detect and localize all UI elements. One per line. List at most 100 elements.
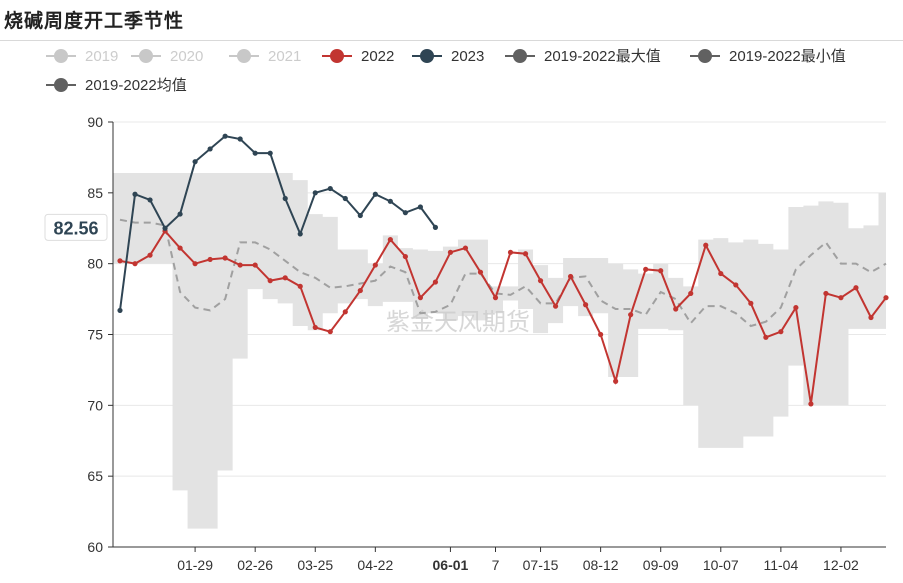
series-2022-point	[132, 261, 138, 267]
x-tick-label: 03-25	[297, 557, 333, 573]
series-2022-point	[733, 282, 739, 288]
series-2022-point	[357, 287, 363, 294]
legend-label: 2019-2022均值	[85, 77, 187, 94]
series-2022-point	[252, 262, 258, 268]
series-2023-point	[327, 185, 333, 192]
y-tick-label: 60	[87, 539, 103, 555]
series-2022-point	[192, 261, 198, 267]
series-2023-point	[237, 136, 243, 142]
legend: 2019 2020 2021 2022 2023 2019-2022最大值 2019-202…	[46, 48, 846, 94]
watermark: 紫金天风期货	[386, 308, 530, 336]
series-2022-point	[447, 249, 454, 255]
title-divider	[0, 40, 903, 41]
series-2022-point	[808, 401, 814, 407]
x-tick-label: 10-07	[703, 557, 739, 573]
y-pointer-box	[44, 213, 108, 241]
x-tick-label: 12-02	[823, 557, 859, 573]
legend-label: 2019	[85, 48, 118, 65]
series-2022-point	[643, 266, 649, 272]
y-tick-label: 70	[87, 397, 103, 413]
y-tick-label: 65	[87, 468, 103, 484]
series-2022-point	[297, 283, 303, 289]
series-2022-point	[658, 268, 664, 274]
series-2023-point	[342, 195, 348, 202]
y-pointer-value: 82.56	[53, 218, 98, 238]
axes: 01-29 02-26 03-25 04-22 06-01 7 07-15 08-12 09-0…	[112, 122, 886, 573]
series-2022-point	[673, 306, 679, 312]
series-2022-point	[462, 245, 469, 251]
series-2022-point	[237, 262, 243, 268]
series-2022-point	[628, 312, 634, 318]
series-2022-point	[552, 303, 559, 309]
series-2022-point	[372, 262, 378, 268]
legend-item-2021: 2021	[229, 48, 301, 65]
series-2022-point	[147, 252, 153, 258]
x-tick-label: 11-04	[763, 557, 798, 573]
y-tick-label: 90	[87, 114, 103, 130]
series-2023-point	[117, 307, 123, 314]
x-tick-label: 01-29	[177, 557, 213, 573]
y-tick-label: 75	[87, 327, 103, 343]
legend-item-2023: 2023	[412, 48, 484, 65]
x-tick-label: 06-01	[433, 557, 469, 573]
series-2022-point	[177, 245, 183, 251]
x-tick-label: 7	[492, 557, 500, 573]
series-2023-point	[297, 231, 303, 237]
series-2022-point	[583, 302, 589, 308]
series-2023-point	[147, 197, 153, 203]
y-axis-pointer: 82.56	[44, 213, 108, 241]
legend-label: 2020	[170, 48, 203, 65]
legend-item-2019-2022最大值: 2019-2022最大值	[505, 48, 661, 65]
legend-item-2019-2022最小值: 2019-2022最小值	[690, 48, 846, 65]
legend-marker	[330, 49, 344, 63]
series-2022-point	[853, 285, 859, 291]
legend-label: 2019-2022最小值	[729, 48, 846, 65]
series-2022-point	[312, 324, 318, 331]
series-2022-point	[507, 249, 514, 255]
y-tick-label: 80	[87, 256, 103, 272]
series-2022-line	[119, 229, 887, 405]
series-2022-point	[703, 242, 709, 248]
y-tick-label: 85	[87, 185, 103, 201]
legend-marker	[54, 78, 68, 92]
legend-item-2019-2022均值: 2019-2022均值	[46, 77, 187, 94]
series-2023-point	[387, 198, 393, 204]
series-2022-point	[342, 309, 348, 315]
legend-label: 2019-2022最大值	[544, 48, 661, 65]
max-min-band	[113, 173, 886, 529]
series-2022-point	[718, 270, 724, 277]
series-2022-point	[823, 290, 829, 297]
legend-marker	[420, 49, 434, 63]
x-tick-label: 09-09	[643, 557, 679, 573]
series-2022-point	[613, 378, 619, 384]
x-tick-label: 04-22	[357, 557, 393, 573]
series-2023-point	[207, 146, 213, 152]
series-2023-point	[252, 150, 258, 156]
series-2023-point	[372, 191, 378, 197]
series-2023-point	[357, 212, 363, 219]
x-tick-label: 02-26	[237, 557, 273, 573]
series-2022-point	[387, 236, 393, 243]
legend-label: 2022	[361, 48, 394, 65]
series-2022-point	[222, 255, 228, 261]
series-2022-point	[883, 295, 889, 301]
legend-label: 2023	[451, 48, 484, 65]
series-2023-point	[402, 210, 408, 216]
series-lines	[117, 133, 889, 407]
legend-marker	[698, 49, 712, 63]
legend-marker	[54, 49, 68, 63]
series-2022-point	[793, 304, 799, 311]
series-2023-point	[192, 159, 198, 165]
series-2022-point	[492, 295, 499, 301]
series-2022-point	[567, 273, 574, 280]
series-2023-point	[222, 133, 228, 139]
legend-item-2020: 2020	[131, 48, 203, 65]
series-2023-point	[177, 211, 183, 217]
series-2022-point	[868, 314, 874, 321]
series-2023-line	[119, 135, 437, 311]
series-2023-point	[162, 225, 168, 231]
series-2022-point	[327, 329, 333, 335]
legend-item-2022: 2022	[322, 48, 394, 65]
series-2022-point	[207, 256, 213, 263]
